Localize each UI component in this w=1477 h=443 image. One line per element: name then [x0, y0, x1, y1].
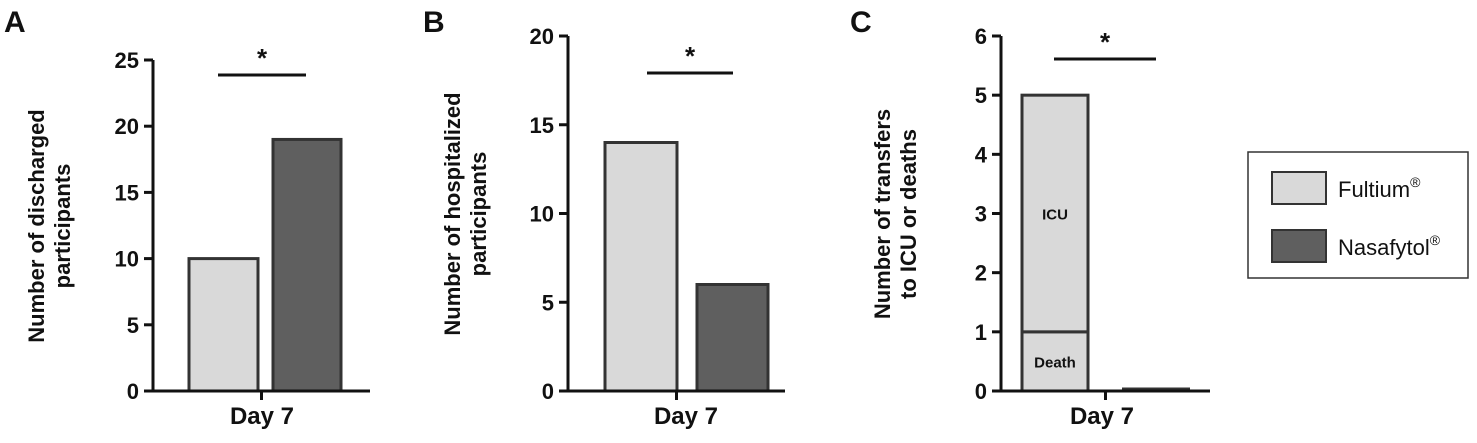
bar-fultium: [187, 257, 260, 393]
y-axis-label-line: participants: [50, 164, 75, 289]
y-axis-label: Number of hospitalizedparticipants: [440, 92, 491, 335]
y-tick-label: 0: [542, 379, 554, 404]
y-axis-label-line: Number of hospitalized: [440, 92, 465, 335]
panel-b: B 0 5 10 15 20 Day 7 Number of hospitalizedpart…: [423, 6, 785, 430]
legend-swatch: [1271, 229, 1327, 263]
panel-c: C Death ICU 0 1 2 3 4 5 6 Day 7 Number of transfers…: [850, 6, 1210, 430]
y-tick-label: 1: [975, 320, 987, 345]
panel-letter: C: [850, 6, 872, 39]
y-tick-label: 5: [127, 313, 139, 338]
legend-label: Fultium®: [1338, 174, 1421, 202]
y-tick-label: 3: [975, 202, 987, 227]
legend-label-superscript: ®: [1410, 174, 1421, 190]
panel-letter: A: [4, 6, 26, 39]
y-tick-label: 5: [975, 83, 987, 108]
y-axis-label: Number of dischargedparticipants: [24, 109, 75, 342]
y-axis-label: Number of transfersto ICU or deaths: [870, 109, 921, 319]
panel-a: A 0 5 10 15 20 25 Day 7 Number of dischargedpart…: [4, 6, 370, 430]
y-tick-label: 15: [115, 180, 139, 205]
y-tick-label: 25: [115, 48, 139, 73]
segment-label: ICU: [1042, 207, 1068, 224]
y-tick-label: 4: [975, 142, 988, 167]
legend-label: Nasafytol®: [1338, 232, 1441, 260]
panel-letter: B: [423, 6, 445, 39]
y-axis-label-line: participants: [466, 152, 491, 277]
y-tick-label: 20: [530, 24, 554, 49]
legend-label-text: Nasafytol: [1338, 235, 1430, 260]
bar-nasafytol: [271, 137, 343, 393]
x-axis-label: Day 7: [230, 403, 294, 430]
significance-star: *: [257, 43, 268, 73]
y-tick-label: 0: [975, 379, 987, 404]
y-axis-label-line: to ICU or deaths: [896, 129, 921, 299]
y-tick-label: 15: [530, 113, 554, 138]
bar-segment-icu: [1020, 93, 1090, 334]
significance-star: *: [685, 41, 696, 71]
y-tick-label: 2: [975, 261, 987, 286]
legend: Fultium®Nasafytol®: [1247, 151, 1469, 279]
y-axis-label-line: Number of transfers: [870, 109, 895, 319]
legend-label-text: Fultium: [1338, 177, 1410, 202]
y-tick-label: 0: [127, 379, 139, 404]
legend-swatch: [1271, 171, 1327, 205]
legend-label-superscript: ®: [1430, 232, 1441, 248]
y-axis-label-line: Number of discharged: [24, 109, 49, 342]
x-axis-label: Day 7: [654, 403, 718, 430]
y-tick-label: 10: [530, 202, 554, 227]
significance-star: *: [1100, 27, 1111, 57]
segment-label: Death: [1034, 354, 1076, 371]
y-tick-label: 20: [115, 114, 139, 139]
bar-fultium: [603, 141, 679, 393]
y-tick-label: 5: [542, 290, 554, 315]
x-axis-label: Day 7: [1070, 403, 1134, 430]
y-tick-label: 10: [115, 247, 139, 272]
y-tick-label: 6: [975, 24, 987, 49]
bar-nasafytol: [695, 283, 770, 393]
